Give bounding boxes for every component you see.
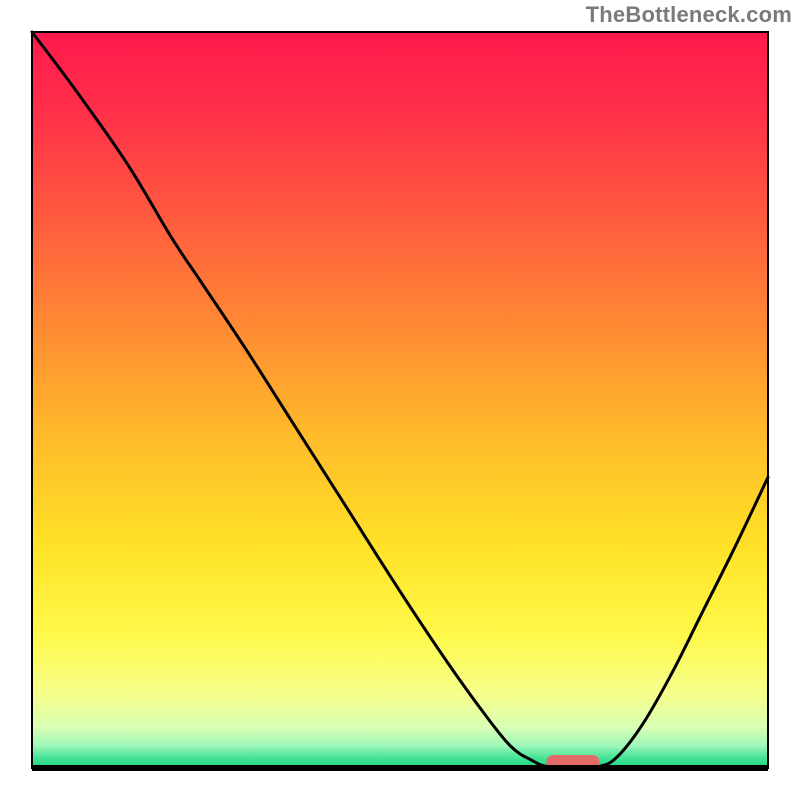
plot-background [32,32,768,768]
attribution-text: TheBottleneck.com [586,2,792,28]
bottleneck-chart: TheBottleneck.com [0,0,800,800]
chart-svg [0,0,800,800]
